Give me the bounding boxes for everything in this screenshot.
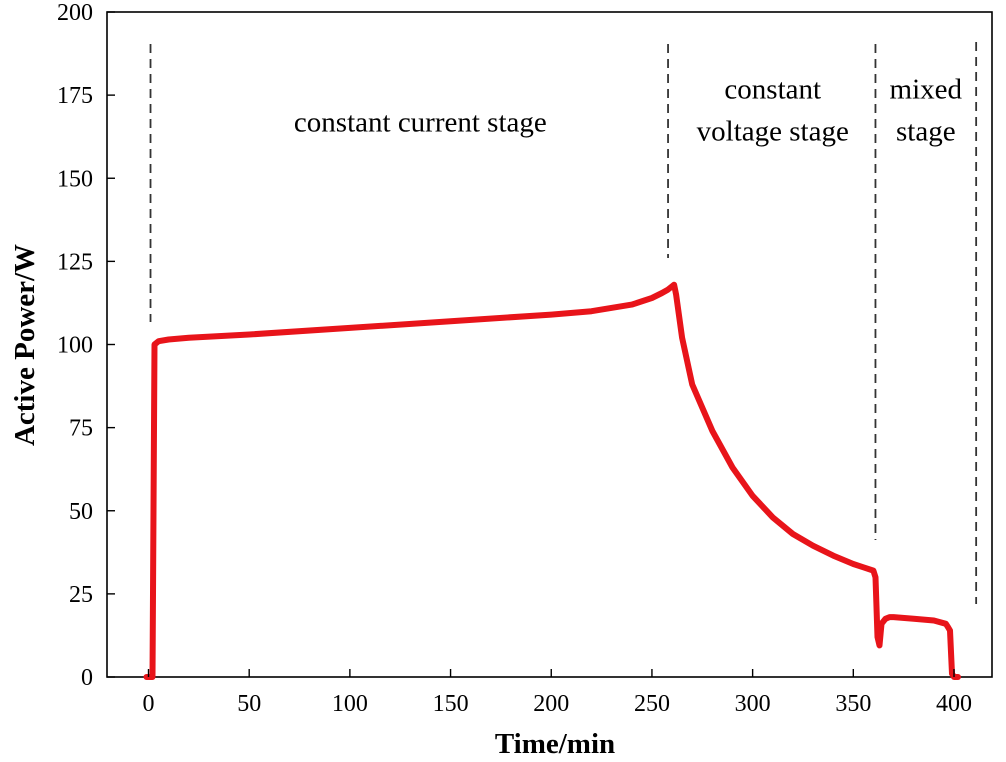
y-tick-label: 175	[57, 83, 93, 109]
stage-annotation-text: stage	[896, 115, 956, 147]
stage-dividers	[149, 42, 978, 604]
y-tick-label: 150	[57, 166, 93, 192]
y-tick-label: 75	[69, 416, 93, 442]
y-tick-label: 50	[69, 499, 93, 525]
x-axis-title: Time/min	[495, 728, 615, 760]
plot-frame	[106, 11, 993, 678]
x-tick-label: 50	[237, 691, 261, 717]
x-tick-label: 250	[634, 691, 670, 717]
y-axis-title: Active Power/W	[9, 244, 41, 446]
y-tick-label: 25	[69, 582, 93, 608]
stage-annotation-text: constant	[724, 73, 821, 105]
y-tick-label: 0	[81, 665, 93, 691]
x-axis-ticks: 0 50 100 150 200 250 300 350 400	[143, 669, 972, 717]
stage-annotation-text: voltage stage	[697, 115, 849, 147]
y-tick-label: 125	[57, 249, 93, 275]
stage-annotation-text: constant current stage	[294, 107, 547, 139]
y-tick-label: 200	[57, 0, 93, 26]
y-tick-label: 100	[57, 333, 93, 359]
x-tick-label: 100	[332, 691, 368, 717]
x-tick-label: 150	[433, 691, 469, 717]
stage-annotations: constant current stage constant voltage st…	[294, 73, 963, 147]
x-tick-label: 300	[735, 691, 771, 717]
x-tick-label: 400	[936, 691, 972, 717]
y-axis-ticks: 0 25 50 75 100 125 150 175 200	[57, 0, 115, 691]
stage-annotation-text: mixed	[890, 73, 963, 105]
x-tick-label: 350	[835, 691, 871, 717]
x-tick-label: 200	[533, 691, 569, 717]
x-tick-label: 0	[143, 691, 155, 717]
active-power-line	[143, 281, 961, 680]
